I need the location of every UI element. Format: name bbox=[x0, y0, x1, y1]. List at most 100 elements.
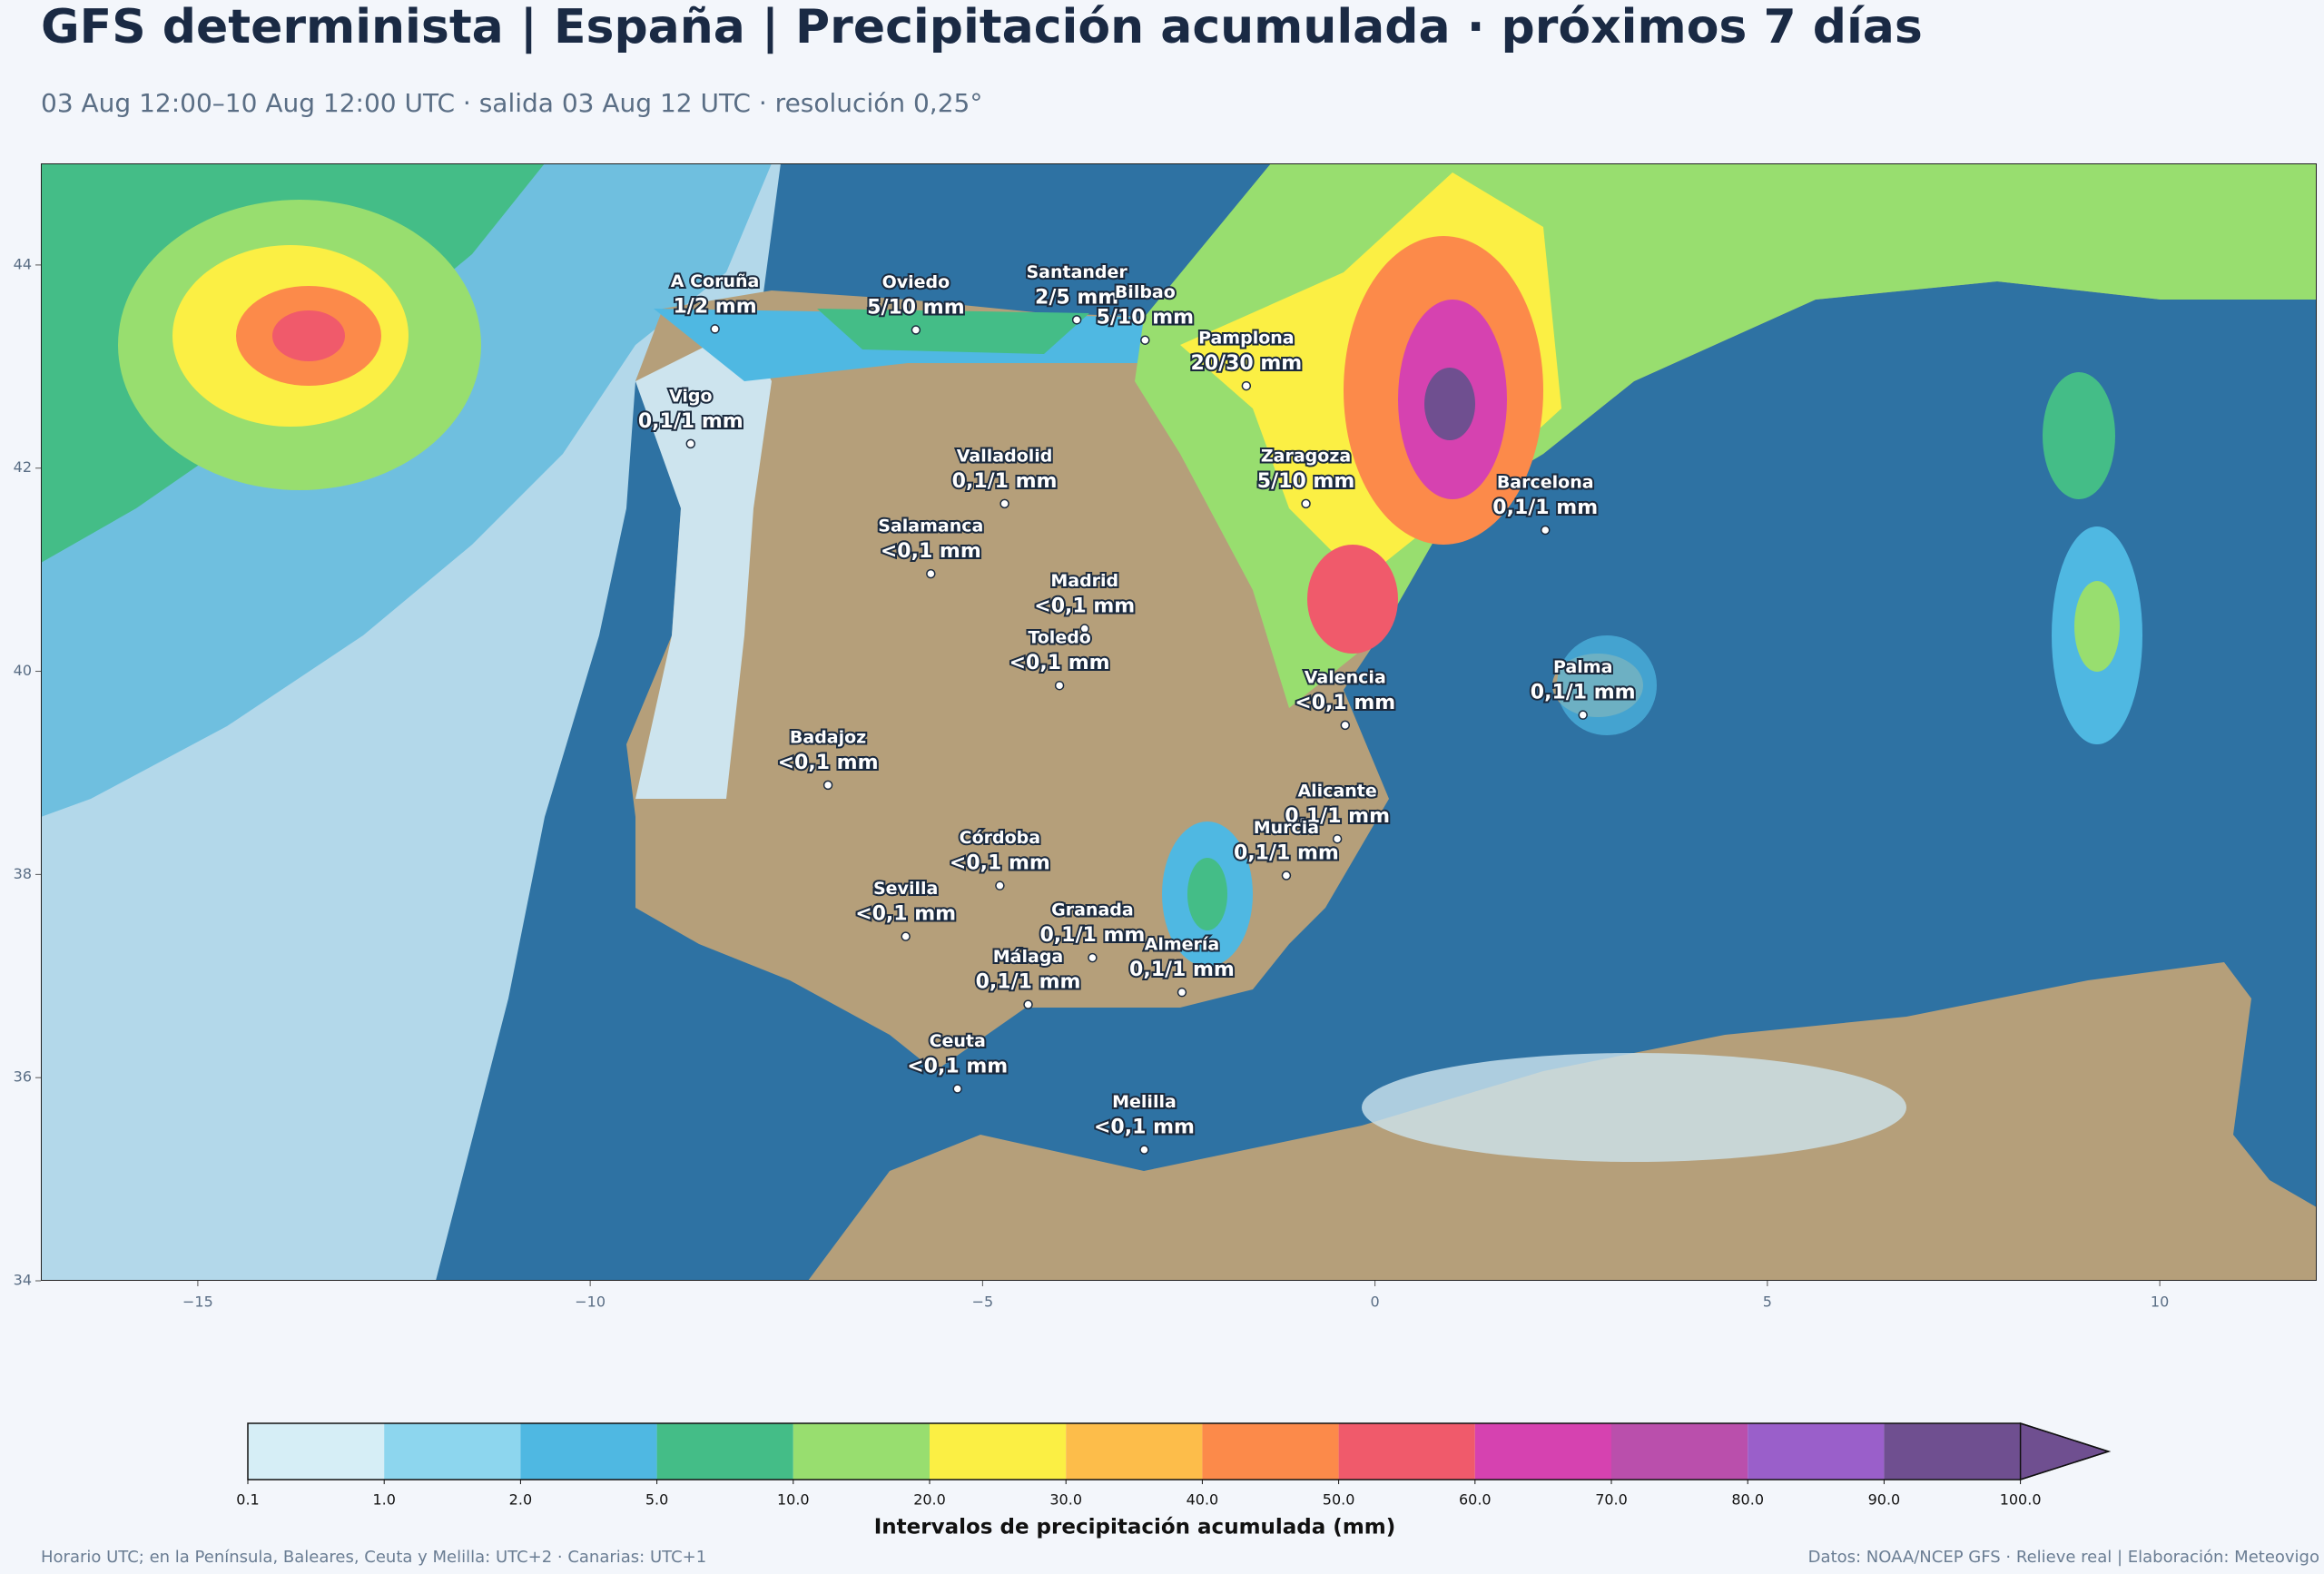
city-dot bbox=[1578, 710, 1588, 720]
x-tick-label: 5 bbox=[1763, 1294, 1772, 1311]
colorbar-box bbox=[930, 1423, 1067, 1480]
colorbar-tick-label: 90.0 bbox=[1868, 1491, 1901, 1509]
subtitle: 03 Aug 12:00–10 Aug 12:00 UTC · salida 0… bbox=[41, 88, 982, 118]
city-dot bbox=[1139, 1145, 1149, 1155]
city-dot bbox=[1340, 720, 1351, 731]
city-value: <0,1 mm bbox=[907, 1055, 1008, 1077]
city-value: 5/10 mm bbox=[1097, 307, 1194, 330]
colorbar-box bbox=[248, 1423, 385, 1480]
x-tick-label: 0 bbox=[1371, 1294, 1380, 1311]
x-tick-label: −15 bbox=[182, 1294, 213, 1311]
x-tick-label: 10 bbox=[2151, 1294, 2169, 1311]
title: GFS determinista | España | Precipitació… bbox=[41, 0, 1923, 54]
y-tick-label: 44 bbox=[14, 255, 32, 272]
city-value: <0,1 mm bbox=[855, 903, 956, 926]
city-value: 0,1/1 mm bbox=[1039, 924, 1145, 947]
colorbar-box bbox=[1748, 1423, 1885, 1480]
city-dot bbox=[1281, 871, 1292, 880]
colorbar-extend bbox=[2019, 1422, 2112, 1481]
footer-right: Datos: NOAA/NCEP GFS · Relieve real | El… bbox=[1808, 1548, 2319, 1567]
city-name: Oviedo bbox=[882, 272, 950, 292]
colorbar-tick-label: 10.0 bbox=[777, 1491, 810, 1509]
city-value: 0,1/1 mm bbox=[1492, 497, 1598, 519]
city-name: Pamplona bbox=[1198, 329, 1295, 349]
city-name: Granada bbox=[1051, 900, 1134, 920]
city-value: 5/10 mm bbox=[1257, 470, 1354, 493]
city-value: <0,1 mm bbox=[1034, 595, 1135, 618]
colorbar-box bbox=[520, 1423, 657, 1480]
colorbar-tick-label: 2.0 bbox=[509, 1491, 532, 1509]
city-name: Málaga bbox=[993, 947, 1063, 967]
city-value: 0,1/1 mm bbox=[1531, 682, 1636, 704]
city-name: Murcia bbox=[1254, 818, 1319, 838]
city-value: 2/5 mm bbox=[1035, 286, 1118, 309]
city-dot bbox=[926, 568, 936, 579]
city-value: 0,1/1 mm bbox=[976, 971, 1081, 994]
colorbar-box bbox=[793, 1423, 930, 1480]
city-name: Zaragoza bbox=[1261, 446, 1351, 466]
colorbar-tick-label: 1.0 bbox=[372, 1491, 395, 1509]
city-name: Toledo bbox=[1028, 628, 1091, 648]
city-dot bbox=[995, 880, 1005, 890]
colorbar-tick-label: 0.1 bbox=[236, 1491, 259, 1509]
city-dot bbox=[1140, 335, 1150, 345]
city-name: Ceuta bbox=[930, 1031, 986, 1051]
colorbar-tick-label: 70.0 bbox=[1595, 1491, 1628, 1509]
city-value: 20/30 mm bbox=[1190, 352, 1302, 375]
colorbar-tick-label: 20.0 bbox=[913, 1491, 946, 1509]
city-name: Valencia bbox=[1305, 667, 1386, 687]
city-dot bbox=[1177, 987, 1187, 998]
city-value: <0,1 mm bbox=[1009, 652, 1110, 674]
city-dot bbox=[1054, 680, 1065, 691]
city-dot bbox=[822, 780, 833, 791]
city-name: Santander bbox=[1026, 262, 1128, 282]
city-dot bbox=[1023, 999, 1033, 1009]
city-name: Melilla bbox=[1112, 1092, 1177, 1112]
city-name: Palma bbox=[1553, 657, 1612, 677]
colorbar-box bbox=[384, 1423, 521, 1480]
x-tick-label: −5 bbox=[972, 1294, 994, 1311]
colorbar-box bbox=[1611, 1423, 1748, 1480]
city-name: Vigo bbox=[669, 386, 713, 406]
colorbar-box bbox=[1474, 1423, 1611, 1480]
city-name: Badajoz bbox=[790, 727, 866, 747]
colorbar-box bbox=[1338, 1423, 1475, 1480]
city-value: 0,1/1 mm bbox=[952, 470, 1058, 493]
city-name: Córdoba bbox=[960, 828, 1040, 848]
city-dot bbox=[1540, 525, 1551, 536]
y-tick-label: 42 bbox=[14, 458, 32, 476]
city-value: 0,1/1 mm bbox=[638, 410, 743, 433]
city-value: 1/2 mm bbox=[674, 295, 757, 318]
city-dot bbox=[685, 438, 696, 449]
city-dot bbox=[1079, 624, 1090, 634]
city-name: Almería bbox=[1145, 935, 1220, 955]
city-value: <0,1 mm bbox=[778, 752, 879, 774]
colorbar-label: Intervalos de precipitación acumulada (m… bbox=[874, 1516, 1396, 1540]
city-value: 0,1/1 mm bbox=[1234, 841, 1339, 864]
city-dot bbox=[1241, 380, 1252, 391]
colorbar-box bbox=[1202, 1423, 1339, 1480]
colorbar-tick-label: 5.0 bbox=[645, 1491, 668, 1509]
colorbar-tick-label: 80.0 bbox=[1731, 1491, 1764, 1509]
city-value: <0,1 mm bbox=[881, 540, 981, 563]
colorbar-box bbox=[1066, 1423, 1203, 1480]
city-name: Sevilla bbox=[873, 879, 938, 899]
y-tick-label: 40 bbox=[14, 662, 32, 679]
colorbar-tick-label: 60.0 bbox=[1459, 1491, 1492, 1509]
city-value: 5/10 mm bbox=[867, 297, 964, 320]
city-name: Madrid bbox=[1050, 571, 1118, 591]
colorbar-frame bbox=[247, 1422, 2112, 1481]
city-dot bbox=[901, 931, 911, 941]
colorbar-tick-label: 30.0 bbox=[1049, 1491, 1082, 1509]
city-dot bbox=[952, 1084, 962, 1094]
y-tick-label: 36 bbox=[14, 1068, 32, 1086]
city-dot bbox=[710, 324, 720, 334]
y-tick-label: 38 bbox=[14, 865, 32, 882]
city-dot bbox=[1088, 952, 1098, 963]
city-value: 0,1/1 mm bbox=[1129, 959, 1235, 981]
city-name: Barcelona bbox=[1497, 472, 1594, 492]
city-dot bbox=[1301, 498, 1311, 509]
colorbar-tick-label: 40.0 bbox=[1187, 1491, 1219, 1509]
